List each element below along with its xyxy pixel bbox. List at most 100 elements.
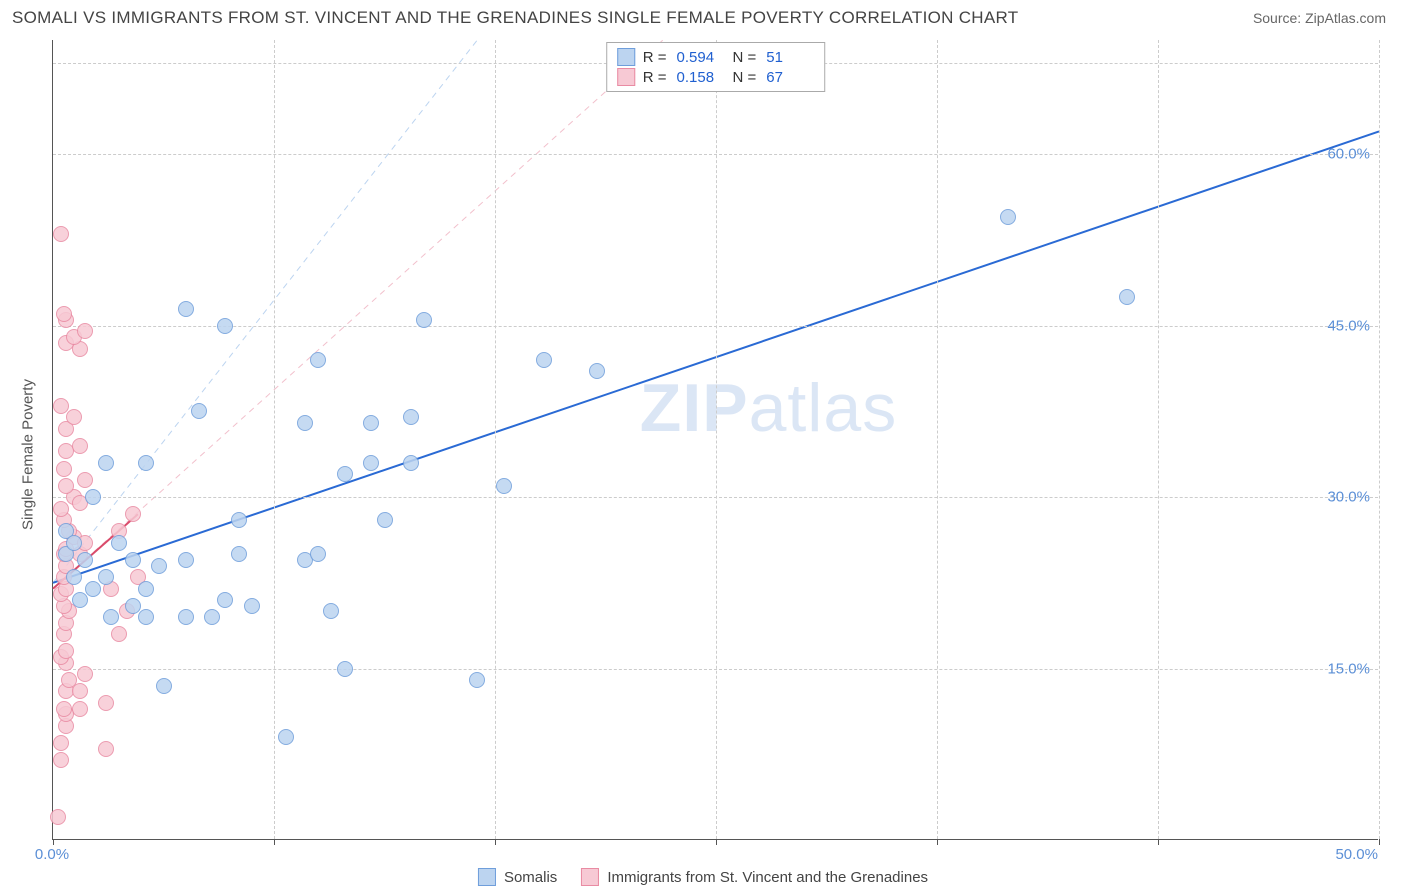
legend-n-label: N =: [733, 49, 757, 66]
data-point: [103, 609, 119, 625]
data-point: [85, 489, 101, 505]
data-point: [98, 569, 114, 585]
chart-header: SOMALI VS IMMIGRANTS FROM ST. VINCENT AN…: [0, 0, 1406, 36]
data-point: [56, 306, 72, 322]
gridline-v: [937, 40, 938, 839]
legend-stats: R = 0.594 N = 51 R = 0.158 N = 67: [606, 42, 826, 92]
legend-r-label: R =: [643, 69, 667, 86]
chart-source: Source: ZipAtlas.com: [1253, 10, 1386, 26]
data-point: [536, 352, 552, 368]
data-point: [310, 546, 326, 562]
data-point: [77, 552, 93, 568]
data-point: [72, 683, 88, 699]
x-tick: [274, 839, 275, 845]
gridline-v: [1158, 40, 1159, 839]
legend-stat-row: R = 0.594 N = 51: [617, 47, 815, 67]
x-tick-label: 50.0%: [1335, 846, 1378, 863]
y-tick-label: 45.0%: [1327, 317, 1370, 334]
legend-stat-row: R = 0.158 N = 67: [617, 67, 815, 87]
data-point: [77, 472, 93, 488]
legend-n-value: 67: [766, 69, 814, 86]
data-point: [297, 415, 313, 431]
data-point: [496, 478, 512, 494]
data-point: [50, 809, 66, 825]
data-point: [125, 506, 141, 522]
gridline-v: [274, 40, 275, 839]
gridline-v: [495, 40, 496, 839]
data-point: [156, 678, 172, 694]
data-point: [72, 438, 88, 454]
data-point: [377, 512, 393, 528]
data-point: [125, 598, 141, 614]
data-point: [191, 403, 207, 419]
x-tick: [495, 839, 496, 845]
data-point: [403, 409, 419, 425]
legend-swatch: [617, 48, 635, 66]
trend-line-ext: [53, 40, 663, 589]
data-point: [278, 729, 294, 745]
data-point: [403, 455, 419, 471]
data-point: [98, 695, 114, 711]
legend-r-value: 0.594: [677, 49, 725, 66]
legend-n-label: N =: [733, 69, 757, 86]
data-point: [56, 701, 72, 717]
data-point: [363, 455, 379, 471]
data-point: [72, 701, 88, 717]
data-point: [231, 512, 247, 528]
legend-r-label: R =: [643, 49, 667, 66]
data-point: [204, 609, 220, 625]
data-point: [416, 312, 432, 328]
data-point: [53, 226, 69, 242]
data-point: [98, 455, 114, 471]
data-point: [56, 461, 72, 477]
y-tick-label: 30.0%: [1327, 489, 1370, 506]
data-point: [589, 363, 605, 379]
data-point: [77, 666, 93, 682]
data-point: [53, 752, 69, 768]
legend-series-item: Somalis: [478, 868, 557, 886]
data-point: [138, 455, 154, 471]
legend-series: Somalis Immigrants from St. Vincent and t…: [478, 868, 928, 886]
data-point: [217, 318, 233, 334]
data-point: [217, 592, 233, 608]
data-point: [1119, 289, 1135, 305]
y-tick-label: 15.0%: [1327, 660, 1370, 677]
chart-plot-area: ZIPatlas 15.0%30.0%45.0%60.0% R =0.594N …: [52, 40, 1378, 840]
data-point: [111, 626, 127, 642]
data-point: [53, 735, 69, 751]
data-point: [323, 603, 339, 619]
data-point: [337, 661, 353, 677]
data-point: [231, 546, 247, 562]
gridline-v: [1379, 40, 1380, 839]
data-point: [138, 581, 154, 597]
data-point: [363, 415, 379, 431]
legend-series-name: Immigrants from St. Vincent and the Gren…: [607, 869, 928, 886]
data-point: [244, 598, 260, 614]
legend-swatch: [617, 68, 635, 86]
legend-swatch: [581, 868, 599, 886]
data-point: [66, 409, 82, 425]
data-point: [53, 398, 69, 414]
legend-r-value: 0.158: [677, 69, 725, 86]
data-point: [72, 592, 88, 608]
legend-series-name: Somalis: [504, 869, 557, 886]
data-point: [58, 478, 74, 494]
data-point: [85, 581, 101, 597]
x-tick: [716, 839, 717, 845]
legend-series-item: Immigrants from St. Vincent and the Gren…: [581, 868, 928, 886]
data-point: [98, 741, 114, 757]
gridline-v: [716, 40, 717, 839]
data-point: [66, 535, 82, 551]
plot-surface: 15.0%30.0%45.0%60.0%: [53, 40, 1378, 839]
data-point: [1000, 209, 1016, 225]
data-point: [337, 466, 353, 482]
data-point: [151, 558, 167, 574]
data-point: [66, 569, 82, 585]
y-axis-label: Single Female Poverty: [20, 379, 37, 530]
legend-n-value: 51: [766, 49, 814, 66]
chart-title: SOMALI VS IMMIGRANTS FROM ST. VINCENT AN…: [12, 8, 1018, 28]
data-point: [125, 552, 141, 568]
x-tick: [53, 839, 54, 845]
data-point: [58, 643, 74, 659]
x-tick: [1158, 839, 1159, 845]
